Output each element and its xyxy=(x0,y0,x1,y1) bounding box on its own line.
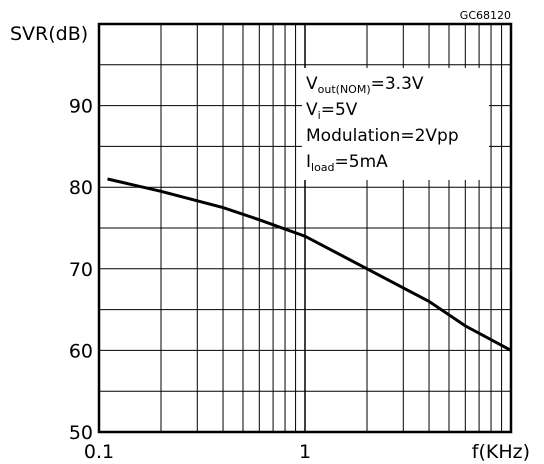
y-tick-label: 60 xyxy=(69,340,93,362)
plot-frame xyxy=(97,22,513,434)
conditions-box xyxy=(302,68,489,180)
y-tick-labels: 50 60 70 80 90 xyxy=(69,96,93,444)
svr-curve xyxy=(107,177,512,352)
condition-line: Modulation=2Vpp xyxy=(306,126,459,146)
y-axis-label: SVR(dB) xyxy=(10,23,88,45)
x-tick-label: 0.1 xyxy=(84,441,114,463)
y-tick-label: 70 xyxy=(69,259,93,281)
x-tick-labels: 0.1 1 xyxy=(84,441,311,463)
y-tick-label: 80 xyxy=(69,177,93,199)
figure-id: GC68120 xyxy=(460,9,511,22)
x-tick-label: 1 xyxy=(299,441,311,463)
condition-line: Vout(NOM)=3.3V xyxy=(306,74,424,96)
condition-line: Vi=5V xyxy=(306,100,358,122)
y-tick-label: 90 xyxy=(69,96,93,118)
x-axis-label: f(KHz) xyxy=(472,441,530,463)
condition-line: Iload=5mA xyxy=(306,152,388,174)
conditions-text: Vout(NOM)=3.3V Vi=5V Modulation=2Vpp Iload=… xyxy=(306,74,459,174)
y-tick-label: 50 xyxy=(69,422,93,444)
